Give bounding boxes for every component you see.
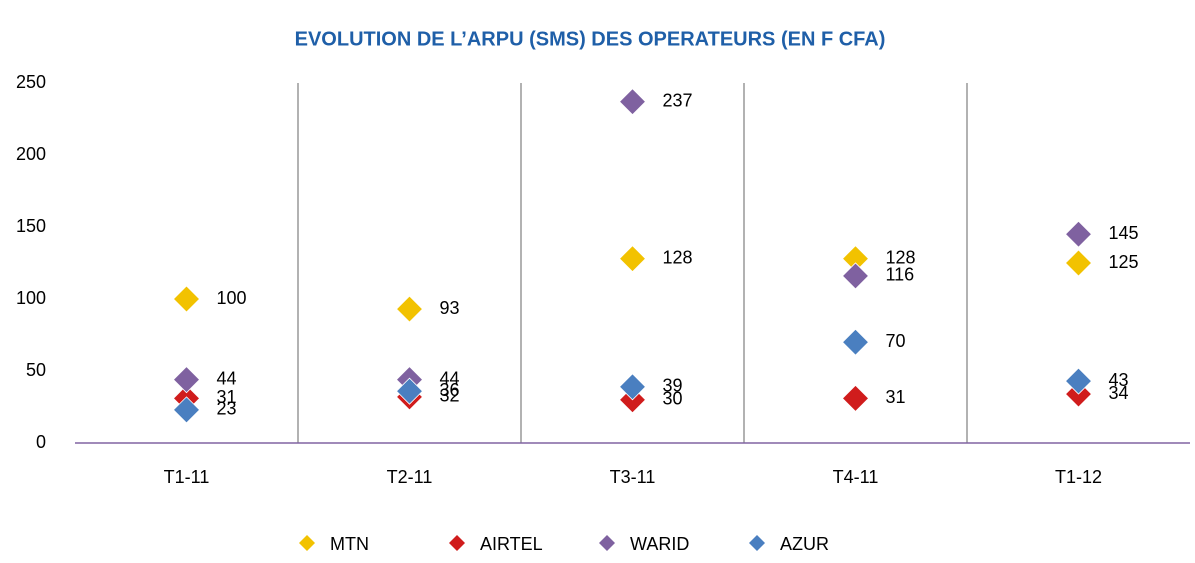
y-tick-label: 200 xyxy=(16,144,46,164)
y-tick-label: 150 xyxy=(16,216,46,236)
data-label: 116 xyxy=(886,265,915,285)
chart-title: EVOLUTION DE L’ARPU (SMS) DES OPERATEURS… xyxy=(295,28,886,50)
marker xyxy=(618,88,647,116)
legend-marker xyxy=(599,535,615,551)
data-label: 44 xyxy=(217,368,237,388)
marker xyxy=(172,366,201,394)
data-label: 39 xyxy=(663,376,683,396)
marker xyxy=(1064,220,1093,248)
data-label: 100 xyxy=(217,288,247,308)
legend-label: AIRTEL xyxy=(480,534,543,554)
y-tick-label: 0 xyxy=(36,432,46,452)
marker xyxy=(618,373,647,401)
data-label: 30 xyxy=(663,389,683,409)
marker xyxy=(841,262,870,290)
data-label: 36 xyxy=(440,380,460,400)
x-tick-label: T1-12 xyxy=(1055,467,1102,487)
data-label: 31 xyxy=(886,387,906,407)
marker xyxy=(172,396,201,424)
x-tick-label: T2-11 xyxy=(387,467,433,487)
data-label: 93 xyxy=(440,298,460,318)
marker xyxy=(1064,367,1093,395)
data-label: 34 xyxy=(1109,383,1129,403)
marker xyxy=(618,245,647,273)
x-tick-label: T1-11 xyxy=(164,467,210,487)
marker xyxy=(395,295,424,323)
data-label: 237 xyxy=(663,90,693,110)
data-label: 145 xyxy=(1109,223,1139,243)
x-tick-label: T4-11 xyxy=(833,467,879,487)
data-label: 43 xyxy=(1109,370,1129,390)
legend-marker xyxy=(749,535,765,551)
data-label: 23 xyxy=(217,399,237,419)
legend-label: WARID xyxy=(630,534,689,554)
y-tick-label: 50 xyxy=(26,360,46,380)
x-tick-label: T3-11 xyxy=(610,467,656,487)
data-label: 125 xyxy=(1109,252,1139,272)
data-label: 44 xyxy=(440,368,460,388)
legend-label: AZUR xyxy=(780,534,829,554)
marker xyxy=(841,384,870,412)
data-label: 128 xyxy=(886,247,916,267)
y-tick-label: 250 xyxy=(16,72,46,92)
data-label: 31 xyxy=(217,387,237,407)
data-label: 128 xyxy=(663,247,693,267)
marker xyxy=(395,377,424,405)
marker xyxy=(841,328,870,356)
y-tick-label: 100 xyxy=(16,288,46,308)
data-label: 32 xyxy=(440,386,460,406)
legend-marker xyxy=(449,535,465,551)
marker xyxy=(172,285,201,313)
legend-label: MTN xyxy=(330,534,369,554)
marker xyxy=(1064,249,1093,277)
legend-marker xyxy=(299,535,315,551)
data-label: 70 xyxy=(886,331,906,351)
